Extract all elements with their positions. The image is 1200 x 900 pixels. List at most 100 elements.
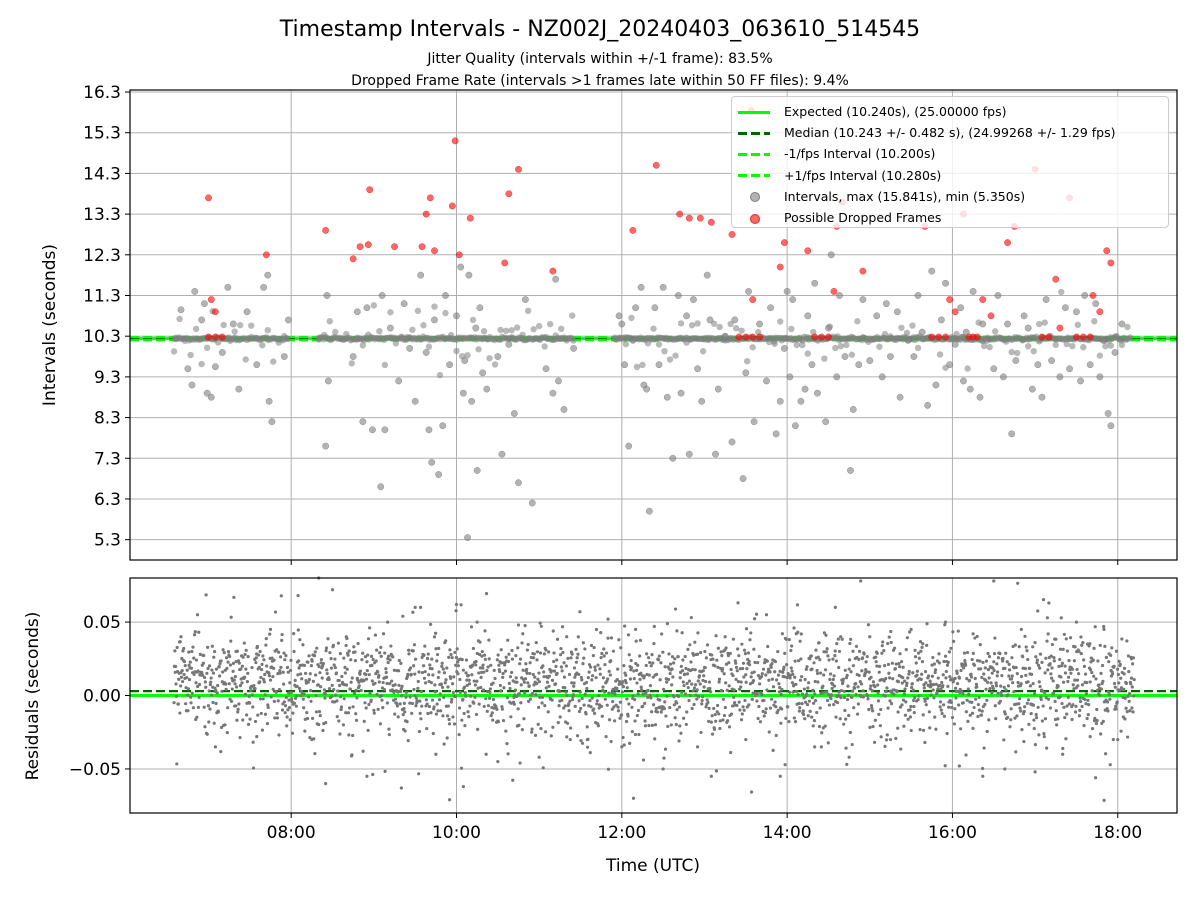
residual-point <box>986 668 990 672</box>
residual-point <box>608 673 612 677</box>
top-y-tick-label: 16.3 <box>83 83 121 103</box>
residual-point <box>339 707 343 712</box>
residual-point <box>1058 657 1062 662</box>
residual-point <box>212 721 216 725</box>
residual-point <box>510 657 514 661</box>
residual-point <box>948 675 952 679</box>
residual-point <box>381 706 385 710</box>
residual-point <box>998 699 1002 703</box>
residual-point <box>649 696 653 700</box>
residual-point <box>668 662 673 666</box>
residual-point <box>878 724 882 728</box>
residual-point <box>917 694 921 698</box>
interval-point <box>674 292 682 299</box>
residual-point <box>744 673 748 677</box>
interval-point <box>425 426 433 434</box>
residual-point <box>365 660 369 664</box>
residual-point <box>1026 680 1030 684</box>
interval-point <box>260 283 268 291</box>
residual-point <box>307 695 311 699</box>
residual-point <box>328 651 332 655</box>
residual-point <box>616 667 620 671</box>
interval-point <box>552 275 560 283</box>
interval-point <box>705 336 712 344</box>
interval-point <box>833 373 841 381</box>
interval-point <box>811 279 819 287</box>
residual-point <box>923 699 927 703</box>
residual-point <box>777 682 781 686</box>
residual-point <box>923 670 928 674</box>
residual-point <box>354 712 358 716</box>
residual-point <box>221 670 225 674</box>
residual-point <box>698 682 702 686</box>
residual-point <box>298 638 302 642</box>
residual-point <box>488 687 492 691</box>
residual-point <box>796 659 801 663</box>
residual-point <box>278 669 282 673</box>
residual-point <box>427 704 432 709</box>
residual-point <box>973 676 977 681</box>
residual-point <box>1054 709 1058 713</box>
residual-point <box>624 681 628 685</box>
residual-point <box>874 655 878 659</box>
residual-point <box>374 648 379 652</box>
residual-point <box>961 701 965 705</box>
interval-point <box>464 534 471 542</box>
dropped-frame-point <box>1004 239 1012 247</box>
residual-point <box>798 706 802 710</box>
residual-point <box>668 705 672 710</box>
residual-point <box>1101 679 1105 683</box>
residual-point <box>623 624 627 628</box>
residual-point <box>485 669 489 673</box>
residual-point <box>1025 649 1029 653</box>
residual-point <box>1078 708 1082 712</box>
dropped-frame-point <box>973 333 981 341</box>
residual-point <box>372 708 376 712</box>
residual-point <box>386 660 390 665</box>
residual-point <box>995 674 999 678</box>
residual-point <box>263 693 267 697</box>
residual-point <box>413 672 417 676</box>
residual-point <box>422 664 426 668</box>
residual-point <box>693 668 697 672</box>
interval-point <box>1102 343 1109 350</box>
residual-point <box>378 722 383 726</box>
residual-point <box>515 694 519 699</box>
residual-point <box>202 705 206 709</box>
residual-point <box>518 657 523 661</box>
residual-point <box>370 679 374 683</box>
residual-point <box>644 691 648 695</box>
residual-point <box>765 659 769 663</box>
residual-point <box>577 672 581 676</box>
residual-point <box>996 691 1000 695</box>
residual-point <box>888 676 892 680</box>
interval-point <box>1118 320 1126 328</box>
residual-point <box>539 726 543 731</box>
top-y-tick-label: 6.3 <box>94 490 121 510</box>
residual-point <box>983 702 987 706</box>
residual-point <box>283 704 288 708</box>
residual-point <box>899 747 903 751</box>
residual-point <box>965 676 969 681</box>
residual-point <box>810 695 815 700</box>
residual-point <box>946 684 950 688</box>
residual-point <box>537 680 541 684</box>
residual-point <box>653 723 658 727</box>
residual-point <box>365 774 369 778</box>
residual-point <box>209 676 213 680</box>
interval-point <box>229 320 237 328</box>
residual-point <box>971 651 975 655</box>
residual-point <box>966 687 970 691</box>
residual-point <box>1055 723 1059 727</box>
residual-point <box>999 693 1004 697</box>
residual-point <box>477 702 481 706</box>
interval-point <box>1028 385 1036 393</box>
residual-point <box>518 761 522 765</box>
interval-point <box>990 365 998 373</box>
residual-point <box>200 670 204 675</box>
top-axes: 5.36.37.38.39.310.311.312.313.314.315.31… <box>83 83 1178 565</box>
residual-point <box>562 706 566 710</box>
residual-point <box>589 665 593 669</box>
residual-point <box>449 700 454 704</box>
residual-point <box>1009 718 1013 722</box>
